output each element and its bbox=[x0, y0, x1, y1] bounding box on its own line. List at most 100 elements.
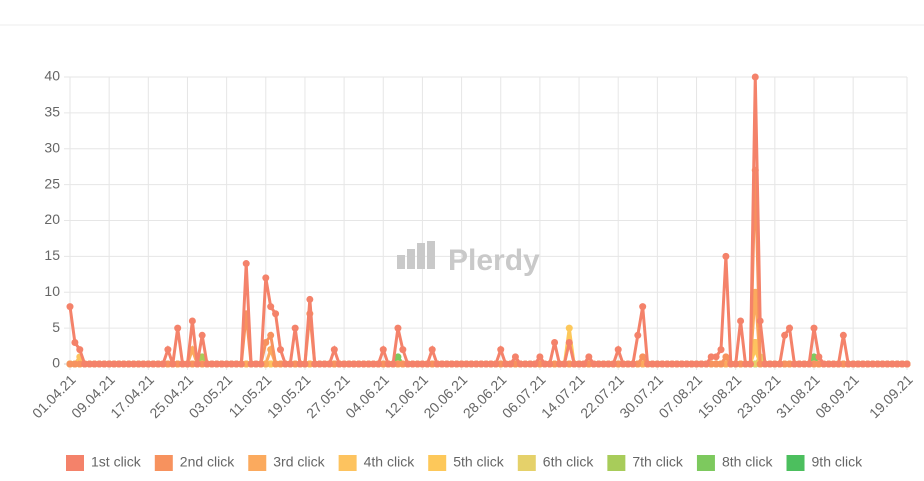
point bbox=[702, 360, 710, 368]
point bbox=[110, 360, 118, 368]
point bbox=[619, 360, 627, 368]
point bbox=[301, 360, 309, 368]
point bbox=[653, 360, 661, 368]
point bbox=[100, 360, 108, 368]
point bbox=[262, 274, 270, 282]
point bbox=[859, 360, 867, 368]
point bbox=[741, 360, 749, 368]
point bbox=[228, 360, 236, 368]
legend-label: 4th click bbox=[364, 454, 416, 470]
point bbox=[193, 360, 201, 368]
point bbox=[296, 360, 304, 368]
point bbox=[95, 360, 103, 368]
point bbox=[208, 360, 216, 368]
point bbox=[325, 360, 333, 368]
point bbox=[379, 346, 387, 354]
point bbox=[144, 360, 152, 368]
point bbox=[223, 360, 231, 368]
point bbox=[717, 360, 725, 368]
point bbox=[154, 360, 162, 368]
point bbox=[218, 360, 226, 368]
point bbox=[766, 360, 774, 368]
point bbox=[805, 360, 813, 368]
point bbox=[521, 360, 529, 368]
legend-item: 7th click bbox=[607, 454, 684, 471]
point bbox=[658, 360, 666, 368]
point bbox=[350, 360, 358, 368]
legend-swatch bbox=[428, 455, 447, 471]
point bbox=[776, 360, 784, 368]
legend-item: 2nd click bbox=[154, 454, 235, 471]
point bbox=[507, 360, 515, 368]
point bbox=[555, 360, 563, 368]
point bbox=[751, 360, 759, 368]
point bbox=[482, 360, 490, 368]
point bbox=[262, 338, 270, 346]
point bbox=[639, 360, 647, 368]
point bbox=[560, 360, 568, 368]
point bbox=[810, 324, 818, 332]
point bbox=[252, 360, 260, 368]
point bbox=[673, 360, 681, 368]
point bbox=[546, 360, 554, 368]
point bbox=[125, 360, 133, 368]
point bbox=[810, 353, 818, 361]
point bbox=[164, 346, 172, 354]
point bbox=[565, 360, 573, 368]
point bbox=[756, 360, 764, 368]
point bbox=[66, 360, 74, 368]
point bbox=[722, 353, 730, 361]
point bbox=[477, 360, 485, 368]
legend-swatch bbox=[66, 455, 84, 471]
point bbox=[693, 360, 701, 368]
point bbox=[663, 360, 671, 368]
point bbox=[272, 310, 280, 318]
point bbox=[604, 360, 612, 368]
point bbox=[135, 360, 143, 368]
point bbox=[869, 360, 877, 368]
point bbox=[531, 360, 539, 368]
point bbox=[242, 360, 250, 368]
point bbox=[722, 252, 730, 260]
point bbox=[242, 260, 250, 268]
legend-label: 5th click bbox=[453, 454, 505, 470]
point bbox=[648, 360, 656, 368]
point bbox=[746, 360, 754, 368]
point bbox=[291, 360, 299, 368]
point bbox=[737, 317, 745, 325]
y-tick-label: 30 bbox=[44, 139, 60, 155]
point bbox=[781, 331, 789, 339]
point bbox=[751, 338, 759, 346]
point bbox=[433, 360, 441, 368]
point bbox=[169, 360, 177, 368]
point bbox=[624, 360, 632, 368]
point bbox=[634, 331, 642, 339]
point bbox=[639, 303, 647, 311]
point bbox=[198, 360, 206, 368]
point bbox=[903, 360, 911, 368]
legend-label: 2nd click bbox=[180, 454, 235, 470]
point bbox=[267, 360, 275, 368]
point bbox=[737, 360, 745, 368]
point bbox=[247, 360, 255, 368]
legend-item: 1st click bbox=[66, 454, 142, 471]
point bbox=[198, 331, 206, 339]
point bbox=[697, 360, 705, 368]
point bbox=[414, 360, 422, 368]
point bbox=[149, 360, 157, 368]
point bbox=[717, 346, 725, 354]
point bbox=[864, 360, 872, 368]
point bbox=[712, 353, 720, 361]
point bbox=[815, 353, 823, 361]
point bbox=[467, 360, 475, 368]
point bbox=[834, 360, 842, 368]
watermark: Plerdy bbox=[397, 241, 540, 277]
point bbox=[786, 324, 794, 332]
point bbox=[418, 360, 426, 368]
point bbox=[71, 360, 79, 368]
point bbox=[286, 360, 294, 368]
point bbox=[213, 360, 221, 368]
point bbox=[76, 360, 84, 368]
y-tick-label: 35 bbox=[44, 104, 60, 120]
point bbox=[629, 360, 637, 368]
